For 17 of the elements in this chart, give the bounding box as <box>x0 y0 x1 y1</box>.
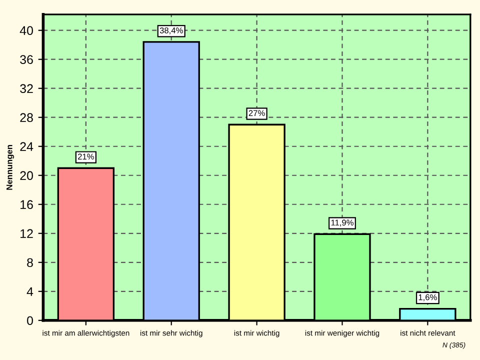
data-label: 21% <box>78 154 94 160</box>
data-label: 27% <box>248 110 265 116</box>
y-tick-label: 32 <box>20 84 33 94</box>
y-tick-label: 36 <box>20 55 33 64</box>
y-tick-label: 24 <box>20 142 34 151</box>
y-tick-label: 20 <box>20 171 33 180</box>
data-label: 38,4% <box>160 27 183 34</box>
data-label: 11,9% <box>331 220 354 227</box>
y-tick-label: 4 <box>26 287 34 296</box>
y-tick-label: 16 <box>20 200 33 210</box>
y-axis-title: Nennungen <box>6 145 14 190</box>
data-label: 1,6% <box>418 294 437 302</box>
y-tick-label: 40 <box>20 26 33 36</box>
y-tick-label: 0 <box>27 316 33 326</box>
y-tick-label: 8 <box>27 258 33 268</box>
y-tick-label: 28 <box>20 113 33 122</box>
y-tick-label: 12 <box>20 229 33 238</box>
